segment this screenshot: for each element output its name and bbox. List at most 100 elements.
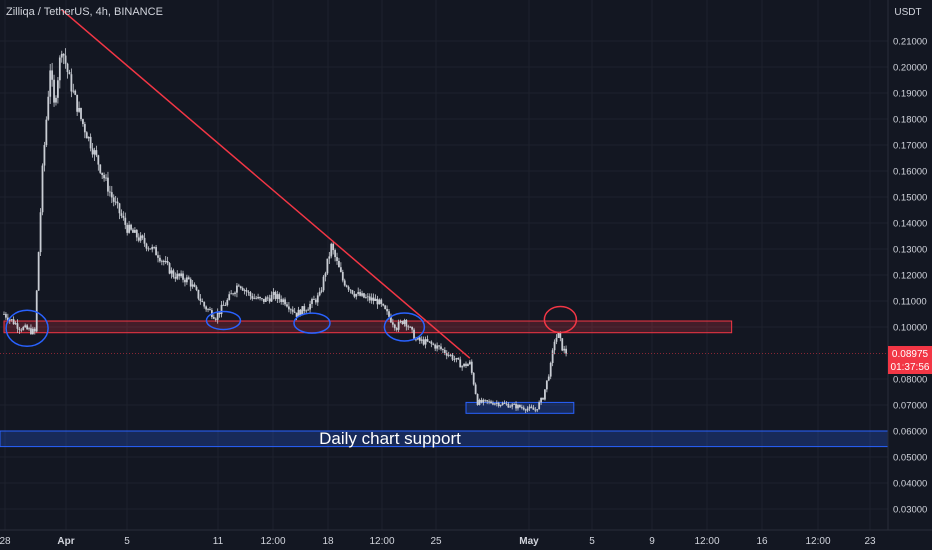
candle-body [393,324,396,329]
candle-body [530,406,533,408]
support-touch-circle[interactable] [5,309,49,348]
candle-body [66,63,69,73]
candle-body [184,279,186,283]
candle-body [24,325,27,328]
price-tick-label: 0.04000 [893,479,927,490]
candle-body [28,328,30,330]
candle-body [239,286,242,289]
candle-body [349,289,352,291]
candle-body [407,326,410,328]
candle-body [30,328,32,335]
candle-body [110,192,113,198]
price-tick-label: 0.05000 [893,453,927,464]
candle-body [72,90,75,92]
candle-body [542,397,544,400]
candle-body [538,402,541,410]
candle-body [341,271,344,281]
candle-body [286,304,288,307]
price-tick-label: 0.14000 [893,219,927,230]
candle-body [345,285,348,287]
candle-body [501,403,504,406]
candle-body [107,177,109,192]
candle-body [445,353,448,356]
candle-body [293,311,296,313]
price-tick-label: 0.17000 [893,141,927,152]
candle-body [420,339,423,341]
candle-body [465,363,467,367]
candle-body [22,327,25,330]
candle-body [284,299,286,305]
last-price-badge: 0.08975 01:37:56 [888,346,932,374]
time-tick-label: 9 [649,536,655,547]
candle-body [47,96,50,120]
candle-body [526,408,529,411]
candle-body [68,72,71,75]
candle-body [557,332,560,338]
candle-body [45,119,48,146]
candle-body [222,304,225,306]
candle-body [80,107,82,120]
candle-body [157,255,159,258]
candle-body [520,407,523,408]
candle-body [232,293,234,295]
candle-body [145,243,148,249]
candle-body [245,290,248,292]
candles-layer [3,48,567,414]
candle-body [359,292,362,296]
time-tick-label: 12:00 [694,536,719,547]
candle-body [255,297,258,299]
candle-body [149,248,152,250]
support-touch-circle[interactable] [293,312,331,334]
candle-body [241,288,244,291]
rejection-circle[interactable] [543,305,578,334]
candle-body [351,290,354,294]
time-tick-label: 28 [0,536,11,547]
time-axis[interactable]: 28 Apr 5 11 12:00 18 12:00 25 May 5 9 12:00 16 12:00 2… [0,536,876,547]
candle-body [297,309,300,317]
price-tick-label: 0.16000 [893,167,927,178]
candle-body [35,290,38,332]
candle-body [459,359,462,368]
candle-body [237,285,240,287]
support-touch-circle[interactable] [205,310,242,331]
candle-body [74,90,77,95]
candle-body [440,346,442,350]
candle-body [322,276,325,291]
candle-body [565,348,567,354]
candle-body [264,297,267,302]
candle-body [318,291,321,296]
candle-body [442,349,444,350]
candle-body [132,229,134,233]
price-axis[interactable]: 0.21000 0.20000 0.19000 0.18000 0.17000 0.160… [893,37,927,516]
candle-body [334,250,336,258]
price-tick-label: 0.07000 [893,401,927,412]
drawings-layer [0,9,888,359]
candle-body [330,243,333,257]
candle-body [78,107,80,112]
candle-body [262,298,265,302]
candle-body [299,309,302,316]
downtrend-line[interactable] [61,9,471,359]
last-price-badge-bg [888,346,932,374]
candle-body [49,70,52,97]
support-touch-circle[interactable] [383,312,426,342]
candle-body [137,237,140,241]
candle-body [513,403,516,405]
candle-body [486,400,489,402]
candle-body [220,304,223,315]
candle-body [338,260,340,268]
candle-body [484,399,487,401]
candle-body [3,314,5,315]
candle-body [493,403,496,405]
candle-body [31,328,34,335]
candle-body [10,319,13,321]
candle-body [488,401,490,403]
price-tick-label: 0.18000 [893,115,927,126]
time-tick-label: 16 [756,536,768,547]
candle-body [289,309,292,311]
candle-body [101,172,104,175]
candle-body [170,270,173,274]
candle-body [164,261,167,263]
candle-body [482,399,485,403]
